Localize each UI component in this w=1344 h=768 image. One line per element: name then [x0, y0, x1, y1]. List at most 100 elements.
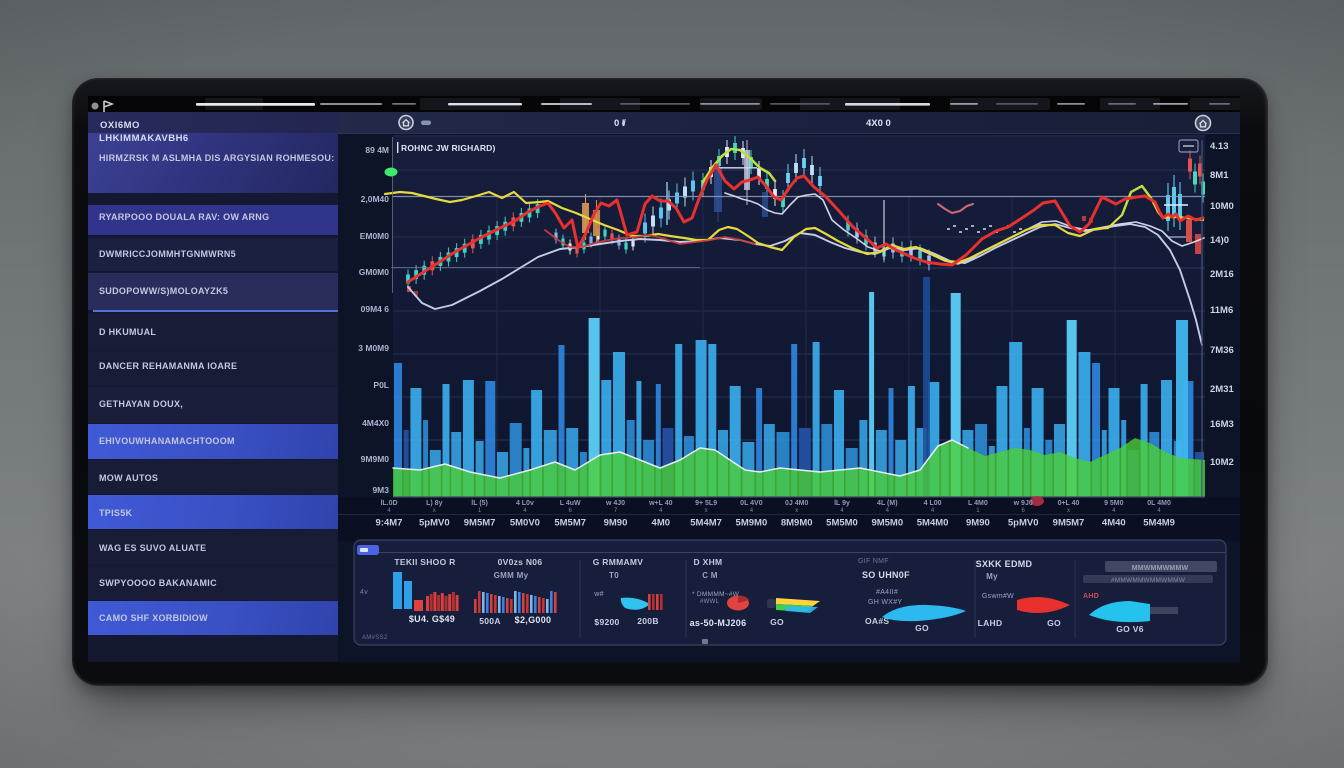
- svg-text:GO V6: GO V6: [1116, 624, 1143, 634]
- svg-text:#WWL: #WWL: [700, 599, 720, 605]
- svg-text:w 4J0: w 4J0: [605, 500, 625, 507]
- svg-text:9+ 5L9: 9+ 5L9: [695, 500, 717, 507]
- svg-text:x: x: [433, 508, 436, 514]
- svg-text:5M4M0: 5M4M0: [917, 518, 949, 529]
- svg-text:5M4M9: 5M4M9: [1143, 518, 1175, 529]
- svg-text:4: 4: [840, 508, 844, 514]
- svg-text:4L (M): 4L (M): [877, 500, 897, 507]
- svg-text:GO: GO: [1047, 618, 1061, 628]
- svg-text:0V0zs N06: 0V0zs N06: [498, 557, 543, 567]
- svg-text:0J 4M0: 0J 4M0: [785, 500, 808, 507]
- svg-text:D XHM: D XHM: [694, 557, 723, 567]
- svg-text:5pMV0: 5pMV0: [1008, 518, 1039, 529]
- svg-text:P0L: P0L: [373, 380, 389, 390]
- svg-text:9M5M0: 9M5M0: [871, 518, 903, 529]
- svg-text:4 L0v: 4 L0v: [516, 500, 534, 507]
- svg-text:4: 4: [387, 508, 391, 514]
- svg-text:200B: 200B: [637, 616, 659, 626]
- svg-text:$2,G000: $2,G000: [515, 615, 552, 625]
- svg-text:ROHNC JW RIGHARD): ROHNC JW RIGHARD): [401, 143, 496, 153]
- svg-text:8M1: 8M1: [1210, 170, 1229, 181]
- svg-text:16M3: 16M3: [1210, 419, 1234, 430]
- svg-text:T0: T0: [609, 571, 619, 580]
- svg-text:x: x: [705, 508, 708, 514]
- svg-text:1: 1: [478, 508, 482, 514]
- svg-text:9:4M7: 9:4M7: [376, 518, 403, 529]
- svg-text:4M40: 4M40: [1102, 518, 1126, 529]
- svg-text:11M6: 11M6: [1210, 305, 1233, 316]
- svg-text:10M2: 10M2: [1210, 457, 1234, 468]
- svg-text:LAHD: LAHD: [978, 618, 1003, 628]
- svg-text:L 4M0: L 4M0: [968, 500, 988, 507]
- svg-text:9M90: 9M90: [604, 518, 628, 529]
- svg-text:GO: GO: [770, 617, 784, 627]
- svg-text:L) 8y: L) 8y: [426, 500, 442, 507]
- svg-text:$U4. G$49: $U4. G$49: [409, 614, 455, 624]
- svg-text:7: 7: [614, 508, 618, 514]
- svg-text:10M0: 10M0: [1210, 201, 1234, 212]
- svg-text:0 ł̸: 0 ł̸: [614, 118, 627, 129]
- svg-text:4: 4: [523, 508, 527, 514]
- svg-text:4M4X0: 4M4X0: [362, 418, 389, 428]
- svg-text:lL.0D: lL.0D: [380, 500, 397, 507]
- svg-text:14)0: 14)0: [1210, 235, 1229, 246]
- svg-text:as-50-MJ206: as-50-MJ206: [690, 618, 747, 628]
- svg-text:0L 4M0: 0L 4M0: [1147, 500, 1171, 507]
- svg-text:9 5M0: 9 5M0: [1104, 500, 1124, 507]
- svg-text:GIF NMF: GIF NMF: [858, 558, 889, 565]
- svg-text:1: 1: [976, 508, 980, 514]
- svg-text:9M5M7: 9M5M7: [1053, 518, 1085, 529]
- svg-text:4M0: 4M0: [652, 518, 670, 529]
- svg-text:0+L 40: 0+L 40: [1058, 500, 1080, 507]
- svg-text:GM0M0: GM0M0: [359, 267, 390, 277]
- svg-text:4X0 0: 4X0 0: [866, 118, 891, 129]
- svg-text:SO UHN0F: SO UHN0F: [862, 570, 910, 580]
- svg-text:4: 4: [1157, 508, 1161, 514]
- svg-text:4: 4: [1112, 508, 1116, 514]
- svg-text:GH WX#Y: GH WX#Y: [868, 599, 902, 606]
- svg-text:4v: 4v: [360, 589, 368, 596]
- svg-text:w 9J0: w 9J0: [1013, 500, 1033, 507]
- svg-text:x: x: [795, 508, 798, 514]
- svg-text:6: 6: [569, 508, 573, 514]
- svg-text:9M5M7: 9M5M7: [464, 518, 496, 529]
- svg-text:Gswm#W: Gswm#W: [982, 593, 1014, 600]
- svg-text:w+L 40: w+L 40: [648, 500, 673, 507]
- svg-text:GMM My: GMM My: [494, 571, 529, 580]
- svg-text:w#: w#: [593, 591, 604, 598]
- svg-text:EM0M0: EM0M0: [360, 231, 390, 241]
- svg-text:L 4uW: L 4uW: [560, 500, 581, 507]
- svg-text:6: 6: [1022, 508, 1026, 514]
- svg-text:7M36: 7M36: [1210, 345, 1234, 356]
- svg-text:5M5M7: 5M5M7: [554, 518, 586, 529]
- svg-text:5pMV0: 5pMV0: [419, 518, 450, 529]
- svg-text:#MMWMMWMMWMMW: #MMWMMWMMWMMW: [1111, 577, 1186, 584]
- svg-text:x: x: [1067, 508, 1070, 514]
- svg-text:09M4 6: 09M4 6: [361, 304, 390, 314]
- svg-text:5M0V0: 5M0V0: [510, 518, 540, 529]
- svg-text:5M9M0: 5M9M0: [736, 518, 768, 529]
- svg-text:9M9M0: 9M9M0: [361, 454, 390, 464]
- svg-text:0L 4V0: 0L 4V0: [740, 500, 763, 507]
- svg-text:500A: 500A: [479, 616, 501, 626]
- svg-text:AM#SS2: AM#SS2: [362, 635, 388, 641]
- svg-text:lL 9y: lL 9y: [834, 500, 850, 507]
- svg-text:4: 4: [659, 508, 663, 514]
- svg-text:TEKII SHOO R: TEKII SHOO R: [394, 557, 455, 567]
- svg-text:4 L00: 4 L00: [924, 500, 942, 507]
- svg-text:SXKK EDMD: SXKK EDMD: [976, 559, 1033, 569]
- svg-text:4: 4: [750, 508, 754, 514]
- svg-text:MMWMMWMMW: MMWMMWMMW: [1132, 565, 1189, 572]
- svg-text:My: My: [986, 572, 998, 581]
- svg-text:4: 4: [931, 508, 935, 514]
- svg-text:* DMMMM~#W: * DMMMM~#W: [692, 591, 740, 598]
- svg-text:$9200: $9200: [594, 617, 619, 627]
- svg-text:5M4M7: 5M4M7: [690, 518, 722, 529]
- svg-text:AHD: AHD: [1083, 593, 1099, 600]
- svg-text:4.13: 4.13: [1210, 141, 1229, 152]
- svg-text:G RMMAMV: G RMMAMV: [593, 557, 644, 567]
- svg-text:GO: GO: [915, 623, 929, 633]
- svg-text:9M3: 9M3: [372, 485, 389, 495]
- svg-text:2M31: 2M31: [1210, 384, 1234, 395]
- svg-text:lL (5): lL (5): [471, 500, 488, 507]
